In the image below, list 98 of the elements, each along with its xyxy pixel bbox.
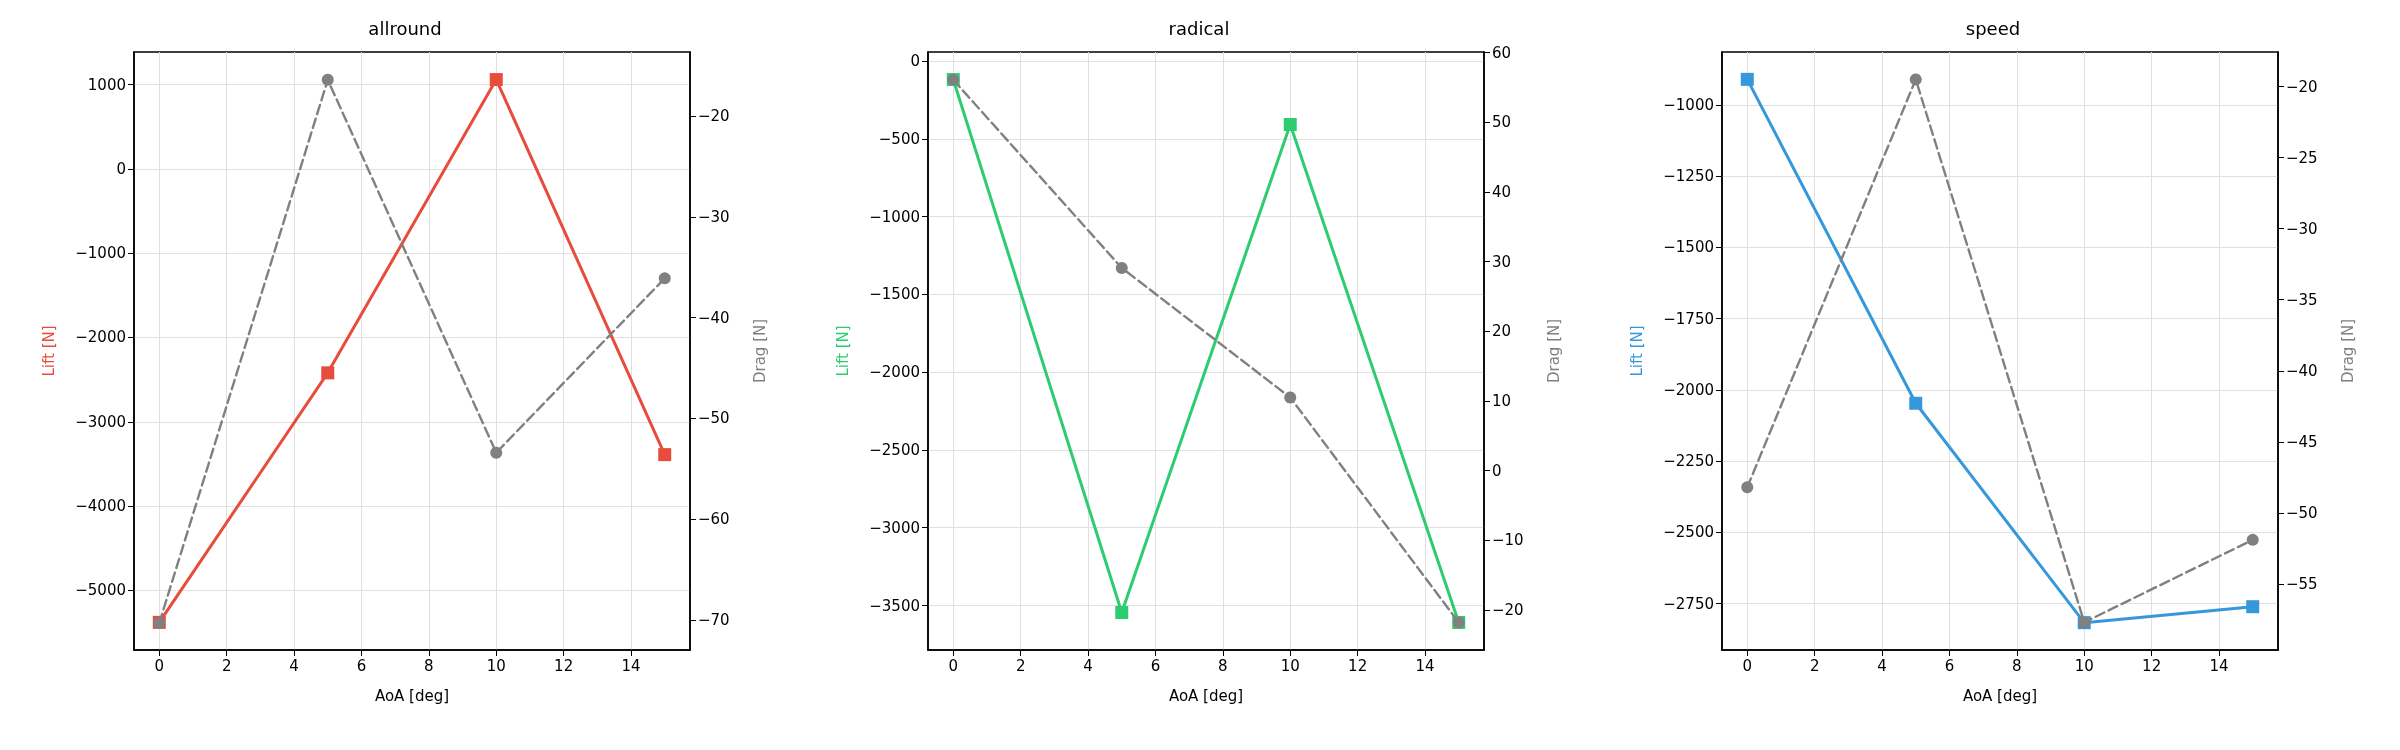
y2-tick-label: −30: [698, 207, 730, 226]
x-tick-label: 10: [1280, 656, 1300, 675]
y-tick-label: 1000: [87, 75, 126, 94]
x-tick-label: 4: [1877, 656, 1887, 675]
x-tick-label: 10: [486, 656, 506, 675]
x-tick-label: 10: [2074, 656, 2094, 675]
y-tick-label: −2000: [869, 363, 920, 382]
y2-tick-label: −70: [698, 610, 730, 629]
y2-tick-label: −40: [2286, 361, 2318, 380]
x-tick-label: 0: [1742, 656, 1753, 675]
x-axis-title: AoA [deg]: [1168, 686, 1244, 705]
y-tick-label: −4000: [75, 497, 126, 516]
y-tick-label: −2500: [1663, 523, 1714, 542]
y-tick-label: −2500: [869, 440, 920, 459]
y2-tick-label: −30: [2286, 219, 2318, 238]
y2-tick-label: 10: [1492, 391, 1512, 410]
y-tick-label: −2250: [1663, 452, 1714, 471]
point: [2246, 533, 2259, 546]
y2-tick-label: −20: [698, 107, 730, 126]
y-tick-label: −1000: [75, 244, 126, 263]
y2-tick-label: 40: [1492, 183, 1512, 202]
x-tick-label: 12: [1348, 656, 1368, 675]
chart-title: radical: [1168, 17, 1230, 39]
point: [658, 448, 672, 462]
y2-tick-label: −20: [1492, 600, 1524, 619]
point: [1740, 72, 1754, 86]
y2-tick-label: −50: [698, 409, 730, 428]
y-tick-label: −3000: [869, 518, 920, 537]
x-tick-label: 8: [424, 656, 434, 675]
x-tick-label: 12: [554, 656, 574, 675]
y2-tick-label: −10: [1492, 531, 1524, 550]
point: [658, 272, 671, 285]
y2-tick-label: −50: [2286, 503, 2318, 522]
point: [1284, 391, 1297, 404]
point: [1909, 73, 1922, 86]
y-tick-label: 0: [910, 52, 920, 71]
y2-tick-label: 60: [1492, 43, 1512, 62]
x-tick-label: 12: [2142, 656, 2162, 675]
y2-tick-label: −55: [2286, 574, 2318, 593]
y2-tick-label: −60: [698, 510, 730, 529]
x-tick-label: 2: [1015, 656, 1026, 675]
y-tick-label: −1000: [1663, 95, 1714, 114]
x-tick-label: 6: [1150, 656, 1161, 675]
x-tick-label: 4: [1083, 656, 1093, 675]
x-tick-label: 8: [1218, 656, 1228, 675]
x-tick-label: 14: [1415, 656, 1435, 675]
point: [1115, 606, 1129, 620]
y-axis-title: Lift [N]: [1627, 325, 1646, 377]
y2-tick-label: −40: [698, 308, 730, 327]
x-tick-label: 2: [221, 656, 232, 675]
x-axis-title: AoA [deg]: [1962, 686, 2038, 705]
y2-tick-label: 30: [1492, 252, 1512, 271]
y-axis-title: Lift [N]: [833, 325, 852, 377]
y2-tick-label: −45: [2286, 432, 2318, 451]
y-tick-label: −1000: [869, 207, 920, 226]
point: [1909, 396, 1923, 410]
x-tick-label: 14: [2209, 656, 2229, 675]
point: [1741, 481, 1754, 494]
point: [1115, 261, 1128, 274]
y2-tick-label: −25: [2286, 148, 2318, 167]
x-tick-label: 2: [1809, 656, 1820, 675]
x-tick-label: 6: [356, 656, 367, 675]
y2-tick-label: −35: [2286, 290, 2318, 309]
y-tick-label: −5000: [75, 581, 126, 600]
y2-axis-title: Drag [N]: [2338, 318, 2357, 384]
y2-tick-label: −20: [2286, 77, 2318, 96]
point: [489, 73, 503, 87]
y-tick-label: −2000: [1663, 380, 1714, 399]
y-tick-label: −500: [878, 129, 920, 148]
y-tick-label: −1250: [1663, 167, 1714, 186]
x-tick-label: 6: [1944, 656, 1955, 675]
y2-tick-label: 0: [1492, 461, 1502, 480]
y2-tick-label: 20: [1492, 322, 1512, 341]
y-axis-title: Lift [N]: [39, 325, 58, 377]
chart-title: allround: [368, 17, 442, 39]
y2-axis-title: Drag [N]: [1544, 318, 1563, 384]
y2-axis-title: Drag [N]: [750, 318, 769, 384]
point: [2246, 600, 2260, 614]
x-tick-label: 0: [948, 656, 959, 675]
y-tick-label: −1750: [1663, 309, 1714, 328]
y-tick-label: −2750: [1663, 594, 1714, 613]
point: [321, 73, 334, 86]
x-tick-label: 4: [289, 656, 299, 675]
x-tick-label: 0: [154, 656, 165, 675]
chart-title: speed: [1965, 17, 2021, 39]
x-tick-label: 8: [2012, 656, 2022, 675]
x-axis-title: AoA [deg]: [374, 686, 450, 705]
y-tick-label: −3000: [75, 412, 126, 431]
y-tick-label: −1500: [869, 285, 920, 304]
x-tick-label: 14: [621, 656, 641, 675]
y-tick-label: −2000: [75, 328, 126, 347]
y-tick-label: 0: [116, 159, 126, 178]
point: [321, 366, 335, 380]
y-tick-label: −1500: [1663, 238, 1714, 257]
point: [1283, 117, 1297, 131]
y2-tick-label: 50: [1492, 113, 1512, 132]
y-tick-label: −3500: [869, 596, 920, 615]
point: [490, 446, 503, 459]
